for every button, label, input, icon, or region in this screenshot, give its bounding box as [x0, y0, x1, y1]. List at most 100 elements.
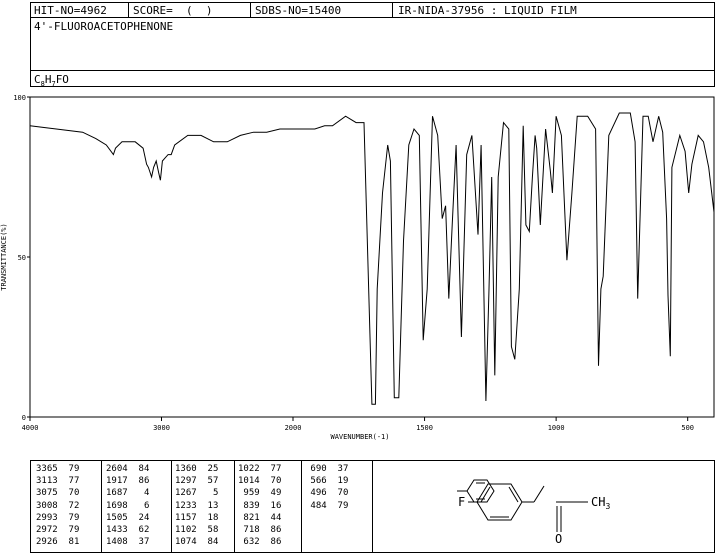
- peak-wavenumber: 1157: [175, 512, 197, 523]
- peak-table-row: 718 86: [238, 525, 282, 536]
- peak-wavenumber: 1698: [106, 500, 128, 511]
- peak-transmittance: 57: [196, 476, 219, 487]
- peak-transmittance: 24: [127, 512, 150, 523]
- peak-wavenumber: 821: [238, 512, 260, 523]
- peak-transmittance: 70: [259, 476, 282, 487]
- ir-measurement-info: IR-NIDA-37956 : LIQUID FILM: [398, 4, 577, 17]
- peak-transmittance: 84: [196, 537, 219, 548]
- peak-wavenumber: 1505: [106, 512, 128, 523]
- peak-wavenumber: 1267: [175, 488, 197, 499]
- peak-transmittance: 70: [326, 488, 349, 499]
- peak-transmittance: 84: [127, 464, 150, 474]
- peak-wavenumber: 3075: [36, 488, 58, 499]
- peak-wavenumber: 1074: [175, 537, 197, 548]
- x-axis-label: WAVENUMBER(-1): [330, 433, 389, 441]
- peak-table-row: 1297 57: [175, 476, 219, 487]
- peak-table-row: 3075 70: [36, 489, 79, 499]
- peak-table-row: 2972 79: [36, 525, 80, 536]
- peak-transmittance: 16: [259, 500, 282, 511]
- peak-table-row: 3365 79: [36, 464, 80, 475]
- peak-table-row: 1074 84: [175, 537, 219, 548]
- peak-wavenumber: 2926: [36, 537, 58, 548]
- peak-table-row: 1408 37: [106, 537, 150, 548]
- peak-transmittance: 19: [326, 476, 349, 487]
- peak-table-row: 3008 72: [36, 500, 79, 512]
- peak-transmittance: 86: [127, 476, 150, 487]
- hit-number: HIT-NO=4962: [34, 4, 107, 17]
- peak-wavenumber: 1297: [175, 476, 197, 487]
- peak-transmittance: 79: [57, 525, 80, 535]
- peak-wavenumber: 959: [238, 488, 260, 499]
- peak-wavenumber: 1014: [238, 476, 260, 487]
- peak-transmittance: 79: [57, 512, 80, 523]
- compound-name: 4'-FLUOROACETOPHENONE: [34, 20, 174, 33]
- peak-transmittance: 86: [259, 525, 282, 535]
- peak-wavenumber: 566: [305, 476, 327, 487]
- peak-table-row: 2993 79: [36, 512, 80, 524]
- peak-transmittance: 70: [57, 488, 80, 499]
- y-axis-label: TRANSMITTANCE(%): [0, 223, 8, 290]
- peak-table-row: 632 86: [238, 537, 282, 548]
- x-tick-label: 500: [681, 424, 694, 432]
- peak-transmittance: 25: [196, 464, 219, 474]
- peak-table-row: 959 49: [238, 489, 281, 499]
- peak-transmittance: 58: [196, 525, 219, 535]
- peak-table-row: 1917 86: [106, 476, 150, 487]
- peak-wavenumber: 3113: [36, 476, 58, 487]
- peak-table-row: 1102 58: [175, 525, 219, 536]
- peak-wavenumber: 839: [238, 500, 260, 511]
- structure-panel: [372, 460, 715, 553]
- peak-wavenumber: 718: [238, 525, 260, 535]
- peak-table-row: 566 19: [305, 476, 349, 487]
- peak-wavenumber: 2972: [36, 525, 58, 535]
- peak-table-row: 2926 81: [36, 537, 79, 548]
- peak-transmittance: 77: [57, 476, 80, 487]
- peak-wavenumber: 1233: [175, 500, 197, 511]
- peak-table-row: 839 16: [238, 500, 282, 512]
- peak-wavenumber: 1102: [175, 525, 197, 535]
- peak-wavenumber: 496: [305, 488, 327, 499]
- peak-table-row: 1267 5: [175, 489, 218, 499]
- peak-table-row: 1022 77: [238, 464, 281, 475]
- peak-table-row: 1157 18: [175, 512, 219, 524]
- spectrum-series-line: [29, 112, 715, 405]
- formula-panel: C8H7FO: [30, 70, 715, 88]
- x-tick-label: 3000: [153, 424, 170, 432]
- molecule-structure: [457, 479, 495, 503]
- peak-wavenumber: 1433: [106, 525, 128, 535]
- peak-transmittance: 86: [259, 537, 282, 548]
- score: SCORE= ( ): [133, 4, 213, 17]
- peak-transmittance: 79: [326, 500, 349, 511]
- peak-wavenumber: 2993: [36, 512, 58, 523]
- x-tick-label: 1500: [416, 424, 433, 432]
- peak-transmittance: 6: [127, 500, 150, 511]
- peak-transmittance: 13: [196, 500, 219, 511]
- peak-transmittance: 44: [259, 512, 282, 523]
- peak-wavenumber: 1408: [106, 537, 128, 548]
- y-tick-label: 0: [22, 414, 26, 422]
- peak-wavenumber: 690: [305, 464, 327, 474]
- sdbs-number: SDBS-NO=15400: [255, 4, 342, 17]
- peak-transmittance: 37: [127, 537, 150, 548]
- y-tick-label: 50: [18, 254, 26, 262]
- peak-transmittance: 79: [57, 464, 80, 474]
- peak-table-row: 2604 84: [106, 464, 150, 475]
- peak-wavenumber: 3008: [36, 500, 58, 511]
- peak-table-row: 3113 77: [36, 476, 80, 487]
- peak-wavenumber: 484: [305, 500, 327, 511]
- peak-wavenumber: 3365: [36, 464, 58, 474]
- peak-table-row: 1687 4: [106, 489, 149, 499]
- peak-table-row: 1433 62: [106, 525, 149, 536]
- peak-transmittance: 5: [196, 488, 219, 499]
- molecular-formula: C8H7FO: [34, 73, 69, 89]
- peak-wavenumber: 1022: [238, 464, 260, 474]
- peak-transmittance: 18: [196, 512, 219, 523]
- peak-table-row: 821 44: [238, 512, 282, 524]
- peak-wavenumber: 1917: [106, 476, 128, 487]
- peak-table-row: 1233 13: [175, 500, 219, 512]
- peak-table-row: 1698 6: [106, 500, 150, 512]
- peak-wavenumber: 1360: [175, 464, 197, 474]
- peak-table-row: 496 70: [305, 489, 348, 499]
- peak-wavenumber: 2604: [106, 464, 128, 474]
